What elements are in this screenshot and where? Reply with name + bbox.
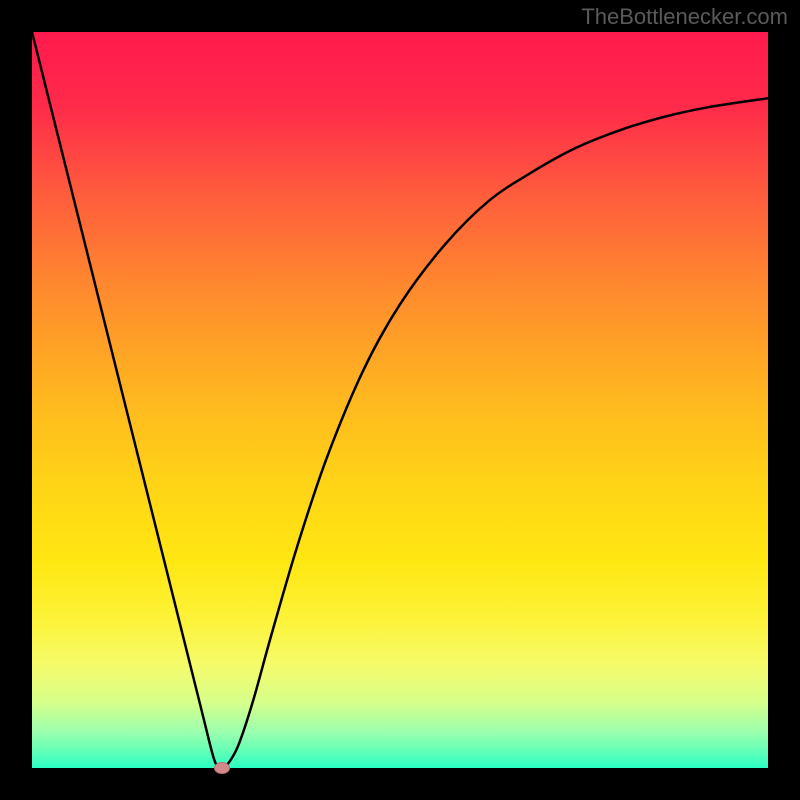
optimum-marker	[214, 762, 230, 774]
bottleneck-curve	[32, 32, 768, 768]
plot-area	[32, 32, 768, 768]
watermark-text: TheBottlenecker.com	[581, 4, 788, 30]
chart-container: TheBottlenecker.com	[0, 0, 800, 800]
curve-path	[32, 32, 768, 768]
